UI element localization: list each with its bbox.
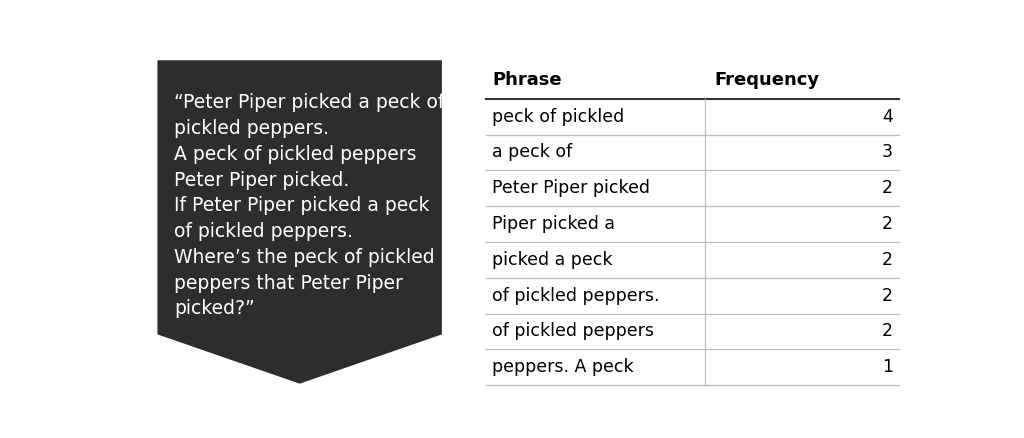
Text: Phrase: Phrase	[493, 71, 562, 88]
Text: 2: 2	[882, 251, 893, 269]
Text: 3: 3	[882, 144, 893, 162]
Polygon shape	[158, 60, 442, 384]
Text: peppers. A peck: peppers. A peck	[493, 358, 634, 376]
Text: 1: 1	[882, 358, 893, 376]
Text: Frequency: Frequency	[715, 71, 820, 88]
Text: 2: 2	[882, 322, 893, 340]
Text: “Peter Piper picked a peck of
pickled peppers.
A peck of pickled peppers
Peter P: “Peter Piper picked a peck of pickled pe…	[174, 93, 444, 318]
Text: 2: 2	[882, 287, 893, 305]
Text: of pickled peppers.: of pickled peppers.	[493, 287, 659, 305]
Text: 4: 4	[882, 108, 893, 126]
Text: 2: 2	[882, 215, 893, 233]
Text: Piper picked a: Piper picked a	[493, 215, 615, 233]
Text: peck of pickled: peck of pickled	[493, 108, 625, 126]
Text: of pickled peppers: of pickled peppers	[493, 322, 654, 340]
Text: picked a peck: picked a peck	[493, 251, 612, 269]
Text: Peter Piper picked: Peter Piper picked	[493, 179, 650, 197]
Text: 2: 2	[882, 179, 893, 197]
Text: a peck of: a peck of	[493, 144, 572, 162]
